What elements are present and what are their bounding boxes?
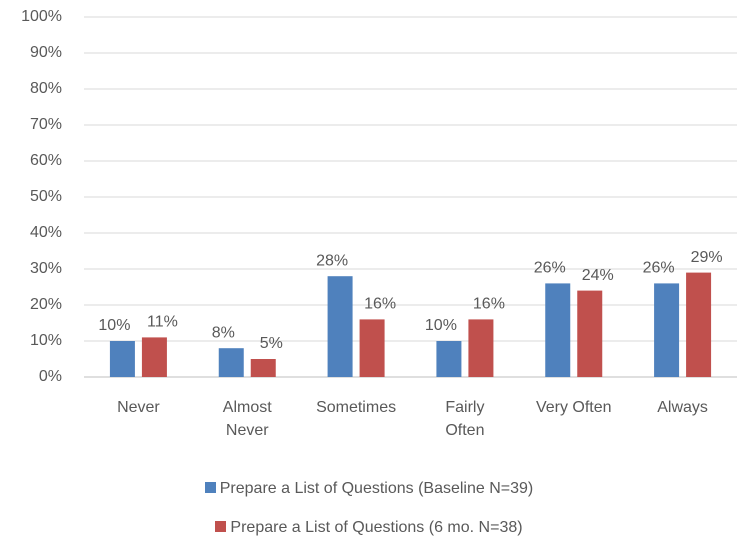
- y-tick-label: 0%: [39, 368, 62, 385]
- x-tick-label: Very Often: [535, 399, 612, 416]
- bar: [218, 348, 244, 377]
- data-label: 16%: [473, 296, 505, 313]
- y-tick-label: 70%: [30, 116, 62, 133]
- legend-label: Prepare a List of Questions (Baseline N=…: [219, 480, 534, 497]
- y-tick-label: 10%: [30, 332, 62, 349]
- x-tick-label: Always: [657, 399, 708, 416]
- bar: [545, 283, 571, 377]
- bar: [436, 341, 462, 377]
- legend-item: Prepare a List of Questions (Baseline N=…: [0, 480, 738, 498]
- y-tick-label: 50%: [30, 188, 62, 205]
- y-tick-label: 100%: [21, 8, 62, 25]
- x-tick-label: Almost Never: [222, 399, 272, 439]
- y-tick-label: 30%: [30, 260, 62, 277]
- data-label: 11%: [147, 314, 178, 331]
- data-label: 24%: [582, 267, 614, 284]
- bar: [468, 319, 494, 377]
- y-tick-label: 60%: [30, 152, 62, 169]
- x-tick-label: Never: [117, 399, 160, 416]
- y-tick-label: 80%: [30, 80, 62, 97]
- x-tick-label: Sometimes: [316, 399, 397, 416]
- data-label: 10%: [425, 317, 457, 334]
- bar: [250, 359, 276, 377]
- y-tick-label: 90%: [30, 44, 62, 61]
- data-label: 28%: [316, 252, 348, 269]
- data-label: 10%: [98, 317, 130, 334]
- legend-swatch: [215, 521, 227, 532]
- bar: [141, 337, 167, 377]
- bar: [359, 319, 385, 377]
- data-label: 8%: [212, 324, 235, 341]
- bar: [654, 283, 680, 377]
- data-label: 16%: [364, 296, 396, 313]
- bar: [686, 272, 712, 377]
- legend-item: Prepare a List of Questions (6 mo. N=38): [0, 519, 738, 537]
- y-tick-label: 20%: [30, 296, 62, 313]
- bar: [327, 276, 353, 377]
- data-label: 29%: [691, 249, 723, 266]
- bar: [577, 290, 603, 377]
- legend-label: Prepare a List of Questions (6 mo. N=38): [230, 519, 523, 536]
- y-tick-label: 40%: [30, 224, 62, 241]
- data-label: 5%: [260, 335, 283, 352]
- data-label: 26%: [534, 260, 566, 277]
- bar: [109, 341, 135, 377]
- legend-swatch: [204, 482, 216, 493]
- data-label: 26%: [643, 260, 675, 277]
- x-tick-label: Fairly Often: [445, 399, 485, 439]
